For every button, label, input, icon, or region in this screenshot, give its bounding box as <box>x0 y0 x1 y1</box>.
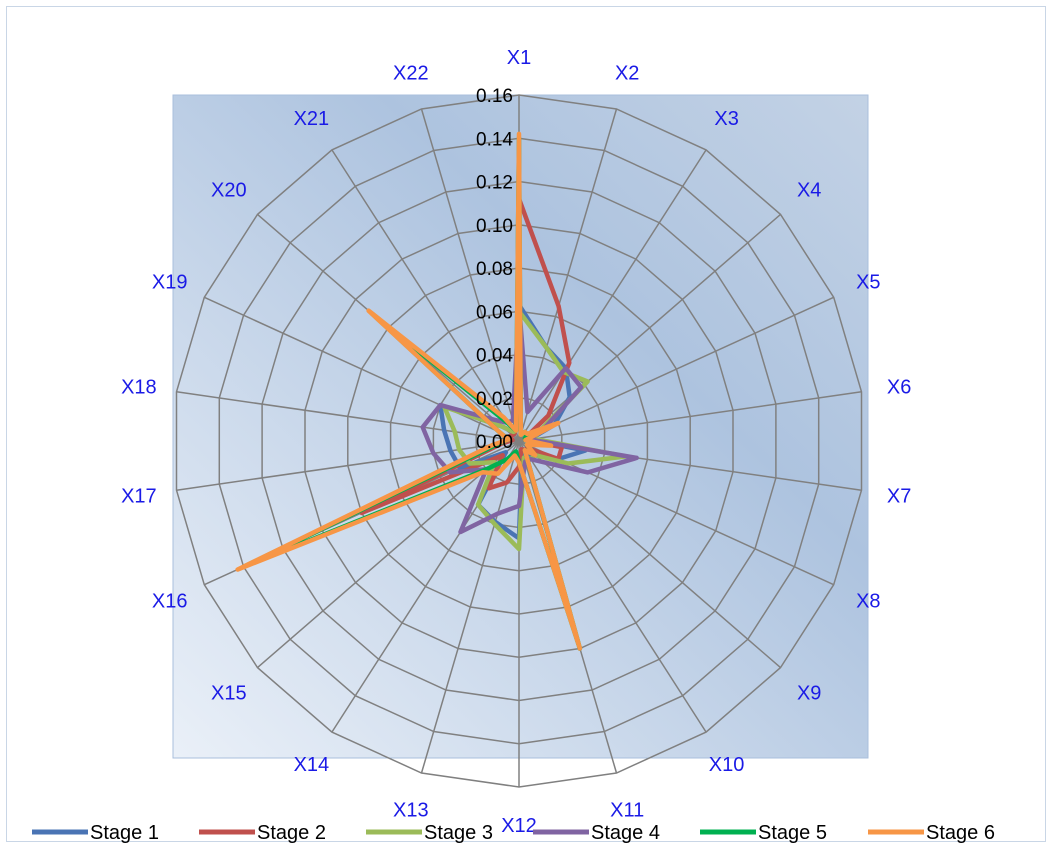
category-label-x20: X20 <box>211 180 247 202</box>
tick-label: 0.00 <box>476 432 513 453</box>
category-label-x10: X10 <box>709 754 745 776</box>
category-label-x5: X5 <box>856 272 880 294</box>
category-label-x22: X22 <box>393 63 429 85</box>
grid-spoke <box>420 440 520 774</box>
grid-spoke <box>176 440 520 491</box>
grid-spoke <box>518 213 781 442</box>
category-label-x18: X18 <box>121 376 157 398</box>
grid-spoke <box>518 149 707 442</box>
tick-label: 0.08 <box>476 259 513 280</box>
category-label-x4: X4 <box>797 180 821 202</box>
series-line-stage-6 <box>235 131 583 651</box>
grid-spoke <box>420 108 520 442</box>
category-labels: X1 X2 X3 X4 X5 X6 X7 X8 X9 X10 X11 X12 X13 X14 X15 X16 X… <box>121 47 911 837</box>
tick-label: 0.06 <box>476 302 513 323</box>
legend-label-stage-5: Stage 5 <box>758 822 827 844</box>
category-label-x6: X6 <box>887 376 911 398</box>
grid-spoke <box>518 440 707 733</box>
category-label-x19: X19 <box>152 272 188 294</box>
tick-label: 0.16 <box>476 86 513 107</box>
tick-label: 0.04 <box>476 346 513 367</box>
tick-label: 0.02 <box>476 389 513 410</box>
tick-label: 0.10 <box>476 216 513 237</box>
series-group <box>235 131 639 651</box>
category-label-x9: X9 <box>797 683 821 705</box>
legend-label-stage-1: Stage 1 <box>90 822 159 844</box>
grid-spoke <box>518 108 618 442</box>
category-label-x7: X7 <box>887 486 911 508</box>
category-label-x2: X2 <box>615 63 639 85</box>
grid-spoke <box>203 296 520 442</box>
grid-spoke <box>176 391 520 442</box>
tick-label: 0.12 <box>476 173 513 194</box>
category-label-x21: X21 <box>294 108 330 130</box>
grid-spoke <box>257 440 520 669</box>
category-label-x17: X17 <box>121 486 157 508</box>
legend-label-stage-4: Stage 4 <box>591 822 660 844</box>
tick-label: 0.14 <box>476 129 513 150</box>
category-label-x13: X13 <box>393 799 429 821</box>
category-label-x14: X14 <box>294 754 330 776</box>
legend: Stage 1 Stage 2 Stage 3 Stage 4 Stage 5 Stage… <box>32 822 995 844</box>
grid-spoke <box>518 391 862 442</box>
category-label-x8: X8 <box>856 591 880 613</box>
radial-tick-labels: 0.00 0.02 0.04 0.06 0.08 0.10 0.12 0.14 0.16 <box>476 86 513 453</box>
series-line-stage-4 <box>420 302 639 535</box>
category-label-x16: X16 <box>152 591 188 613</box>
category-label-x3: X3 <box>714 108 738 130</box>
category-label-x1: X1 <box>507 47 531 69</box>
category-label-x12: X12 <box>501 815 537 837</box>
category-label-x11: X11 <box>610 799 644 821</box>
category-label-x15: X15 <box>211 683 247 705</box>
legend-label-stage-6: Stage 6 <box>926 822 995 844</box>
grid-spoke <box>518 440 781 669</box>
grid-spoke <box>518 296 835 442</box>
legend-label-stage-2: Stage 2 <box>257 822 326 844</box>
grid-spoke <box>331 149 520 442</box>
legend-label-stage-3: Stage 3 <box>424 822 493 844</box>
